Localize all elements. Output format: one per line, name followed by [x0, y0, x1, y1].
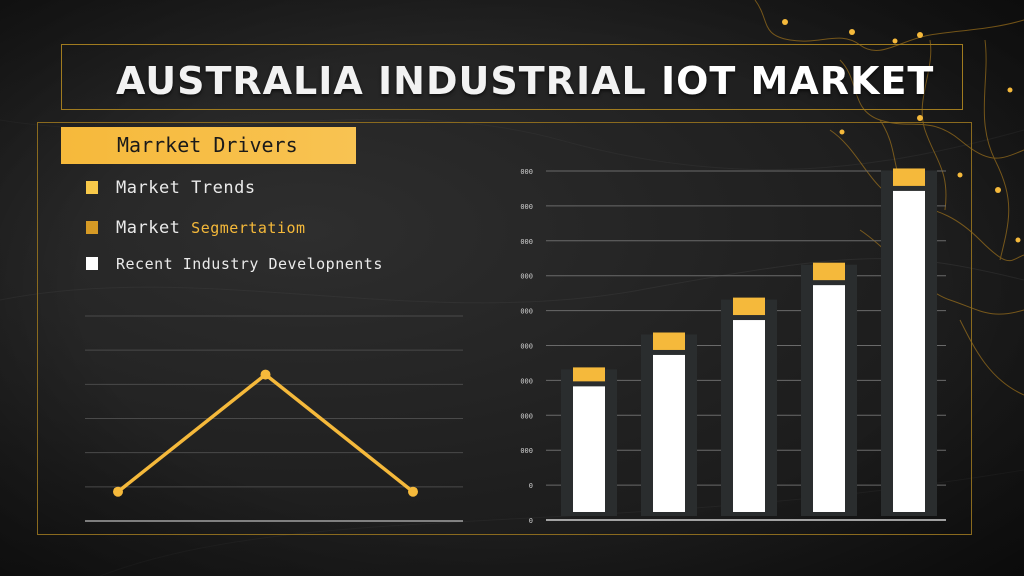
- legend-label: Recent Industry Developnents: [116, 255, 383, 273]
- bar-segment-gold: [893, 168, 925, 186]
- bar-segment-white: [733, 320, 765, 512]
- legend-label: Market Trends: [116, 178, 256, 198]
- market-drivers-label: Marrket Drivers: [117, 133, 298, 157]
- bar-segment-white: [653, 354, 685, 512]
- white-square-icon: [86, 257, 98, 270]
- legend-label-main: Market: [116, 218, 181, 238]
- legend-label-suffix: Segmertatiom: [191, 219, 306, 237]
- y-tick-label: 000: [520, 238, 533, 246]
- yellow-square-icon: [86, 181, 98, 194]
- title-part-2: IOT MARKET: [660, 59, 935, 103]
- content-frame: [37, 122, 972, 535]
- bar-segment-white: [893, 190, 925, 513]
- legend-label: Market Segmertatiom: [116, 218, 306, 238]
- bar-segment-white: [813, 285, 845, 512]
- y-tick-label: 000: [520, 308, 533, 316]
- bar-segment-gold: [813, 262, 845, 281]
- data-point: [408, 486, 418, 497]
- bar-segment-gold: [573, 367, 605, 382]
- y-tick-label: 000: [520, 377, 533, 385]
- y-tick-label: 0: [529, 517, 533, 525]
- title-box: [61, 44, 963, 110]
- data-point: [260, 369, 271, 380]
- y-tick-label: 000: [520, 273, 533, 281]
- bar-segment-gold: [733, 297, 765, 316]
- y-tick-label: 0: [529, 482, 533, 490]
- y-tick-label: 000: [520, 168, 533, 176]
- data-point: [113, 486, 123, 497]
- orange-square-icon: [86, 221, 98, 234]
- y-tick-label: 000: [520, 343, 533, 351]
- bar-segment-gold: [653, 332, 685, 350]
- y-tick-label: 000: [520, 203, 533, 211]
- page-title: AUSTRALIA INDUSTRIAL IOT MARKET: [116, 56, 934, 106]
- bar-segment-white: [573, 386, 605, 512]
- y-tick-label: 000: [520, 412, 533, 420]
- title-part-1: AUSTRALIA INDUSTRIAL: [116, 59, 661, 103]
- market-drivers-highlight[interactable]: Marrket Drivers: [61, 127, 356, 164]
- y-tick-label: 000: [520, 447, 533, 455]
